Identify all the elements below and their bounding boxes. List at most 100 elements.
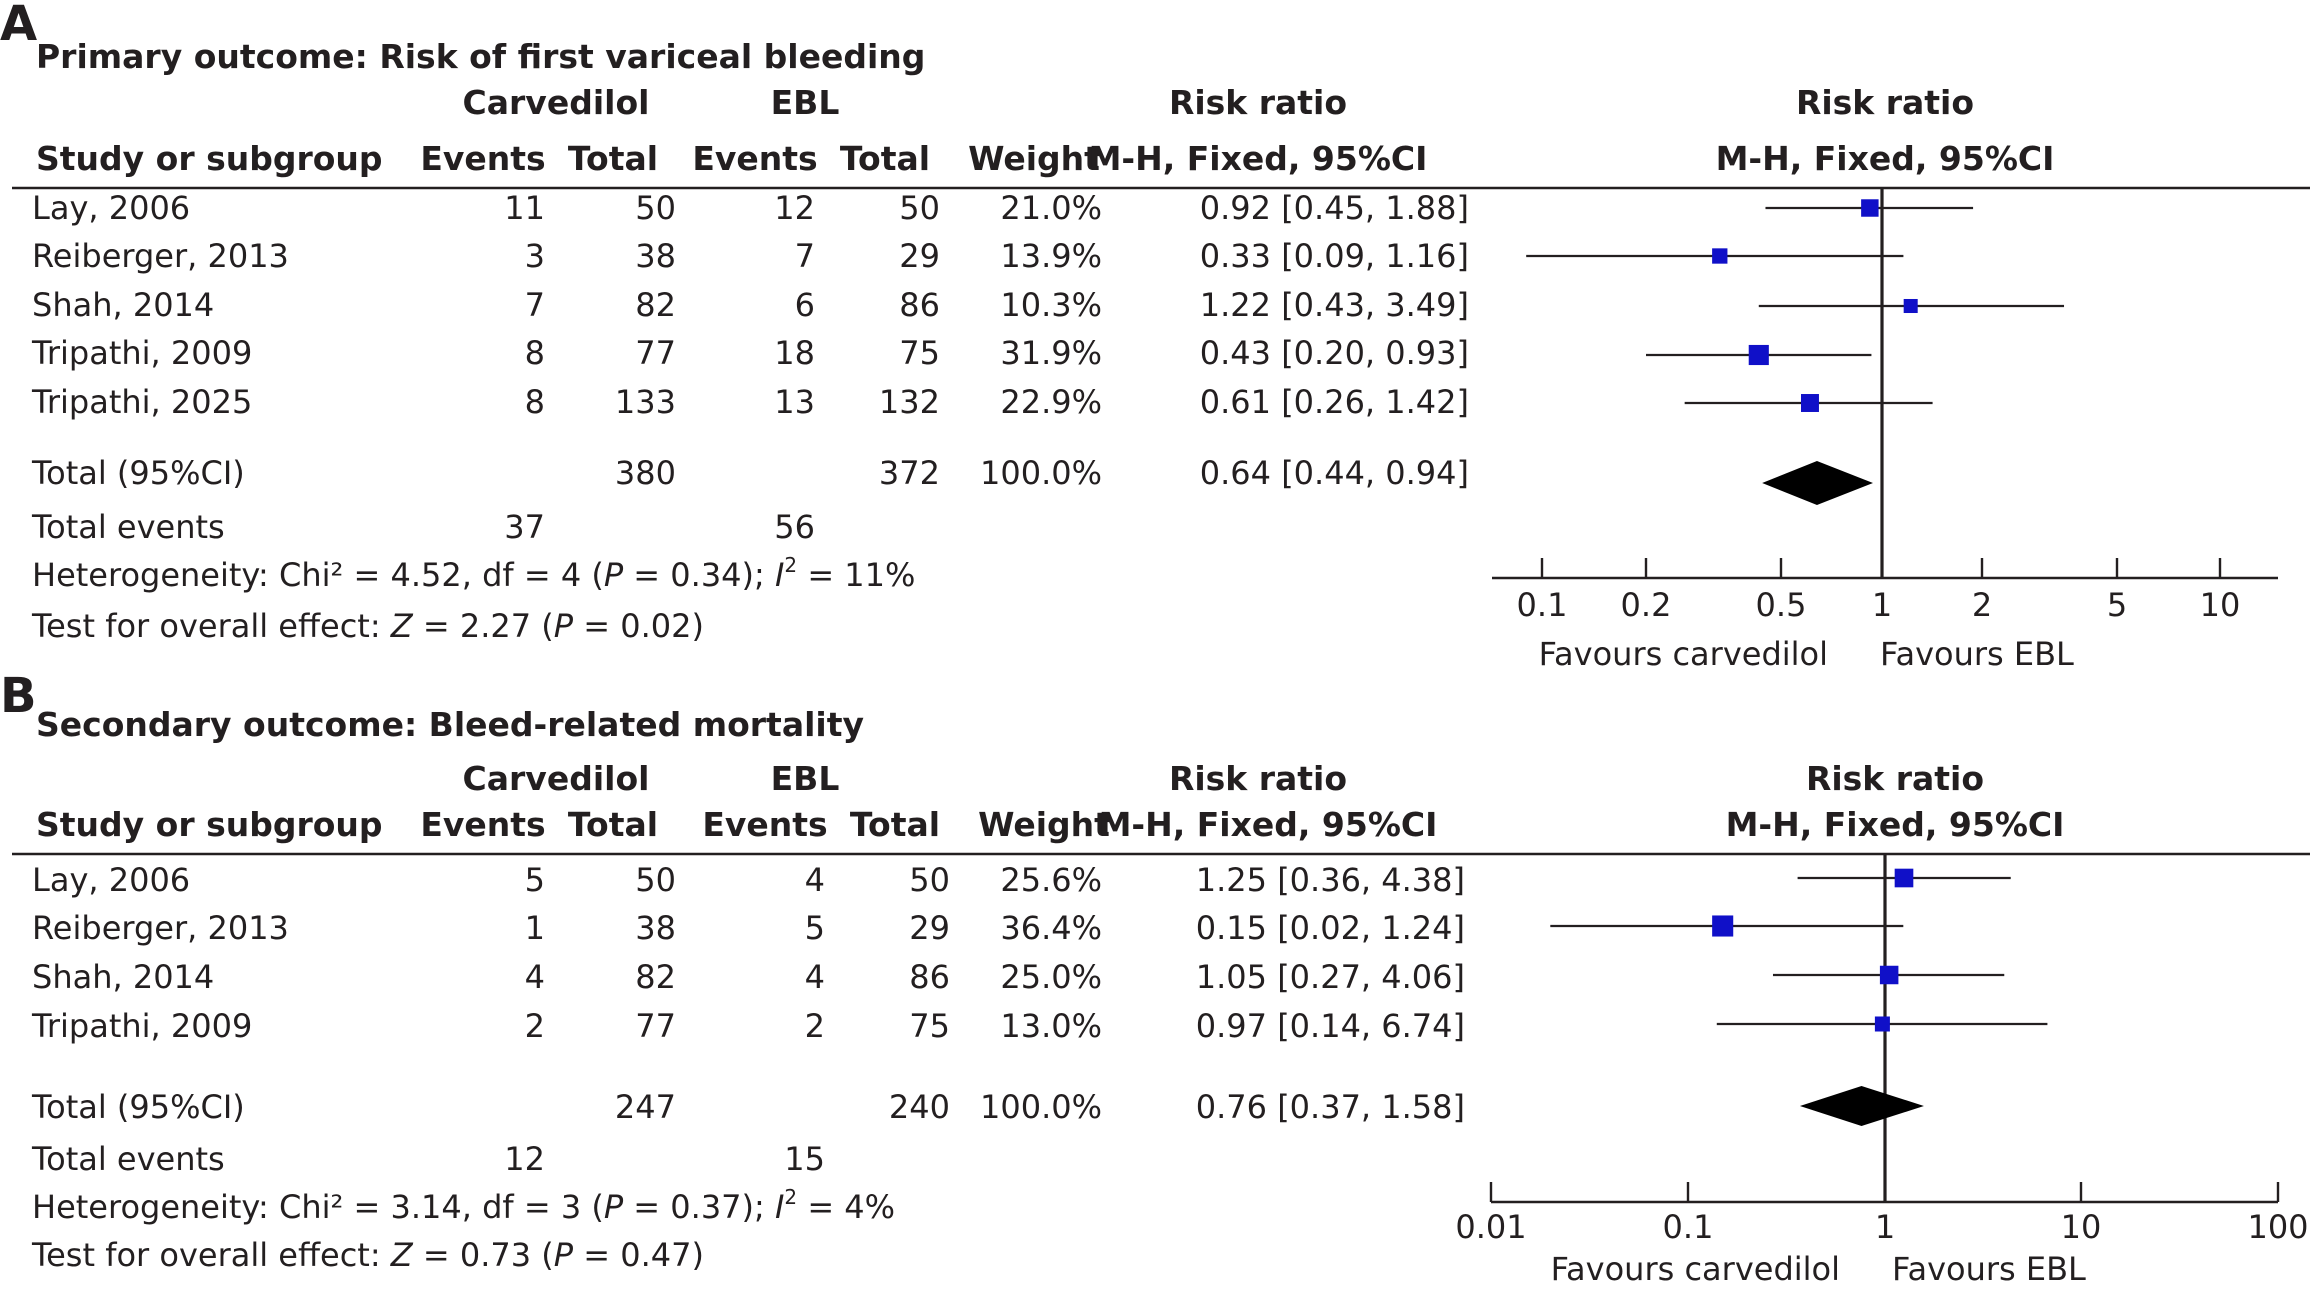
point-estimate-marker: [1879, 965, 1899, 985]
panel-title: Secondary outcome: Bleed-related mortali…: [36, 705, 864, 744]
weight-header: Weight: [978, 805, 1110, 844]
total-label: Total (95%CI): [31, 454, 245, 492]
favours-left-label: Favours carvedilol: [1539, 635, 1828, 673]
carvedilol-events: 3: [525, 237, 545, 275]
study-name: Reiberger, 2013: [32, 237, 289, 275]
x-tick-label: 10: [2061, 1208, 2102, 1246]
total-label: Total (95%CI): [31, 1088, 245, 1126]
carvedilol-total: 50: [635, 189, 676, 227]
pooled-diamond: [1799, 1086, 1924, 1126]
carvedilol-events: 1: [525, 909, 545, 947]
ebl-total-sum: 240: [889, 1088, 950, 1126]
x-tick-label: 0.1: [1517, 586, 1568, 624]
study-risk-ratio: 0.92 [0.45, 1.88]: [1200, 189, 1469, 227]
total1-header: Total: [568, 139, 658, 178]
carvedilol-total-sum: 247: [615, 1088, 676, 1126]
x-tick-label: 10: [2200, 586, 2241, 624]
favours-left-label: Favours carvedilol: [1551, 1250, 1840, 1288]
x-tick-label: 100: [2247, 1208, 2308, 1246]
carvedilol-total: 77: [635, 1007, 676, 1045]
study-risk-ratio: 0.61 [0.26, 1.42]: [1200, 383, 1469, 421]
ebl-events: 6: [795, 286, 815, 324]
x-tick-label: 2: [1972, 586, 1992, 624]
total1-header: Total: [568, 805, 658, 844]
study-risk-ratio: 0.43 [0.20, 0.93]: [1200, 334, 1469, 372]
study-name: Tripathi, 2025: [31, 383, 252, 421]
plot-method-header: M-H, Fixed, 95%CI: [1726, 805, 2065, 844]
carvedilol-total-events: 12: [504, 1140, 545, 1178]
carvedilol-total: 82: [635, 286, 676, 324]
study-weight: 36.4%: [1000, 909, 1102, 947]
ebl-total: 50: [899, 189, 940, 227]
point-estimate-marker: [1748, 344, 1769, 366]
study-weight: 21.0%: [1000, 189, 1102, 227]
ebl-events: 2: [805, 1007, 825, 1045]
study-risk-ratio: 1.05 [0.27, 4.06]: [1196, 958, 1465, 996]
pooled-diamond: [1762, 461, 1873, 505]
total-weight: 100.0%: [980, 454, 1102, 492]
carvedilol-total-events: 37: [504, 508, 545, 546]
study-row: Reiberger, 2013 1 38 5 29 36.4% 0.15 [0.02, 1.…: [32, 909, 1904, 947]
carvedilol-events: 5: [525, 861, 545, 899]
heterogeneity-text: Heterogeneity: Chi² = 4.52, df = 4 (P = …: [32, 553, 915, 594]
ebl-events: 12: [774, 189, 815, 227]
study-name: Reiberger, 2013: [32, 909, 289, 947]
point-estimate-marker: [1894, 868, 1914, 888]
ebl-total: 75: [909, 1007, 950, 1045]
study-name: Shah, 2014: [32, 958, 214, 996]
carvedilol-events: 11: [504, 189, 545, 227]
x-tick-label: 0.2: [1621, 586, 1672, 624]
study-weight: 13.9%: [1000, 237, 1102, 275]
group2-header: EBL: [771, 759, 840, 798]
study-risk-ratio: 0.33 [0.09, 1.16]: [1200, 237, 1469, 275]
point-estimate-marker: [1874, 1016, 1890, 1032]
point-estimate-marker: [1800, 394, 1819, 412]
x-tick-label: 0.01: [1455, 1208, 1526, 1246]
study-risk-ratio: 0.15 [0.02, 1.24]: [1196, 909, 1465, 947]
x-tick-label: 5: [2107, 586, 2127, 624]
ebl-total-events: 15: [784, 1140, 825, 1178]
study-header: Study or subgroup: [36, 805, 383, 844]
carvedilol-total: 38: [635, 237, 676, 275]
carvedilol-events: 2: [525, 1007, 545, 1045]
x-tick-label: 1: [1875, 1208, 1895, 1246]
study-weight: 13.0%: [1000, 1007, 1102, 1045]
ebl-total: 132: [879, 383, 940, 421]
total-events-row: Total events 37 56: [31, 508, 815, 546]
study-row: Lay, 2006 11 50 12 50 21.0% 0.92 [0.45, 1.88]: [32, 189, 1974, 227]
events1-header: Events: [420, 805, 545, 844]
carvedilol-events: 7: [525, 286, 545, 324]
study-name: Shah, 2014: [32, 286, 214, 324]
group1-header: Carvedilol: [463, 83, 650, 122]
ebl-total: 29: [909, 909, 950, 947]
study-row: Tripathi, 2009 2 77 2 75 13.0% 0.97 [0.14, 6.7…: [31, 1007, 2048, 1045]
risk-ratio-header: Risk ratio: [1169, 759, 1347, 798]
total-events-label: Total events: [31, 508, 225, 546]
heterogeneity-text: Heterogeneity: Chi² = 3.14, df = 3 (P = …: [32, 1185, 895, 1226]
study-name: Tripathi, 2009: [31, 1007, 252, 1045]
group1-header: Carvedilol: [463, 759, 650, 798]
ebl-events: 13: [774, 383, 815, 421]
point-estimate-marker: [1712, 248, 1728, 264]
total-row: Total (95%CI) 247 240 100.0% 0.76 [0.37, 1.5…: [31, 1086, 1924, 1126]
plot-method-header: M-H, Fixed, 95%CI: [1716, 139, 2055, 178]
point-estimate-marker: [1712, 915, 1734, 937]
panel-label: A: [0, 0, 37, 52]
carvedilol-events: 4: [525, 958, 545, 996]
ebl-total: 75: [899, 334, 940, 372]
study-row: Shah, 2014 7 82 6 86 10.3% 1.22 [0.43, 3.49]: [32, 286, 2065, 324]
risk-ratio-header: Risk ratio: [1169, 83, 1347, 122]
study-weight: 31.9%: [1000, 334, 1102, 372]
study-name: Lay, 2006: [32, 189, 190, 227]
carvedilol-events: 8: [525, 383, 545, 421]
ebl-total: 50: [909, 861, 950, 899]
overall-effect-text: Test for overall effect: Z = 0.73 (P = 0…: [31, 1236, 704, 1274]
carvedilol-total: 77: [635, 334, 676, 372]
total-risk-ratio: 0.76 [0.37, 1.58]: [1196, 1088, 1465, 1126]
study-name: Tripathi, 2009: [31, 334, 252, 372]
ebl-total: 29: [899, 237, 940, 275]
study-row: Tripathi, 2009 8 77 18 75 31.9% 0.43 [0.20, 0.…: [31, 334, 1872, 372]
